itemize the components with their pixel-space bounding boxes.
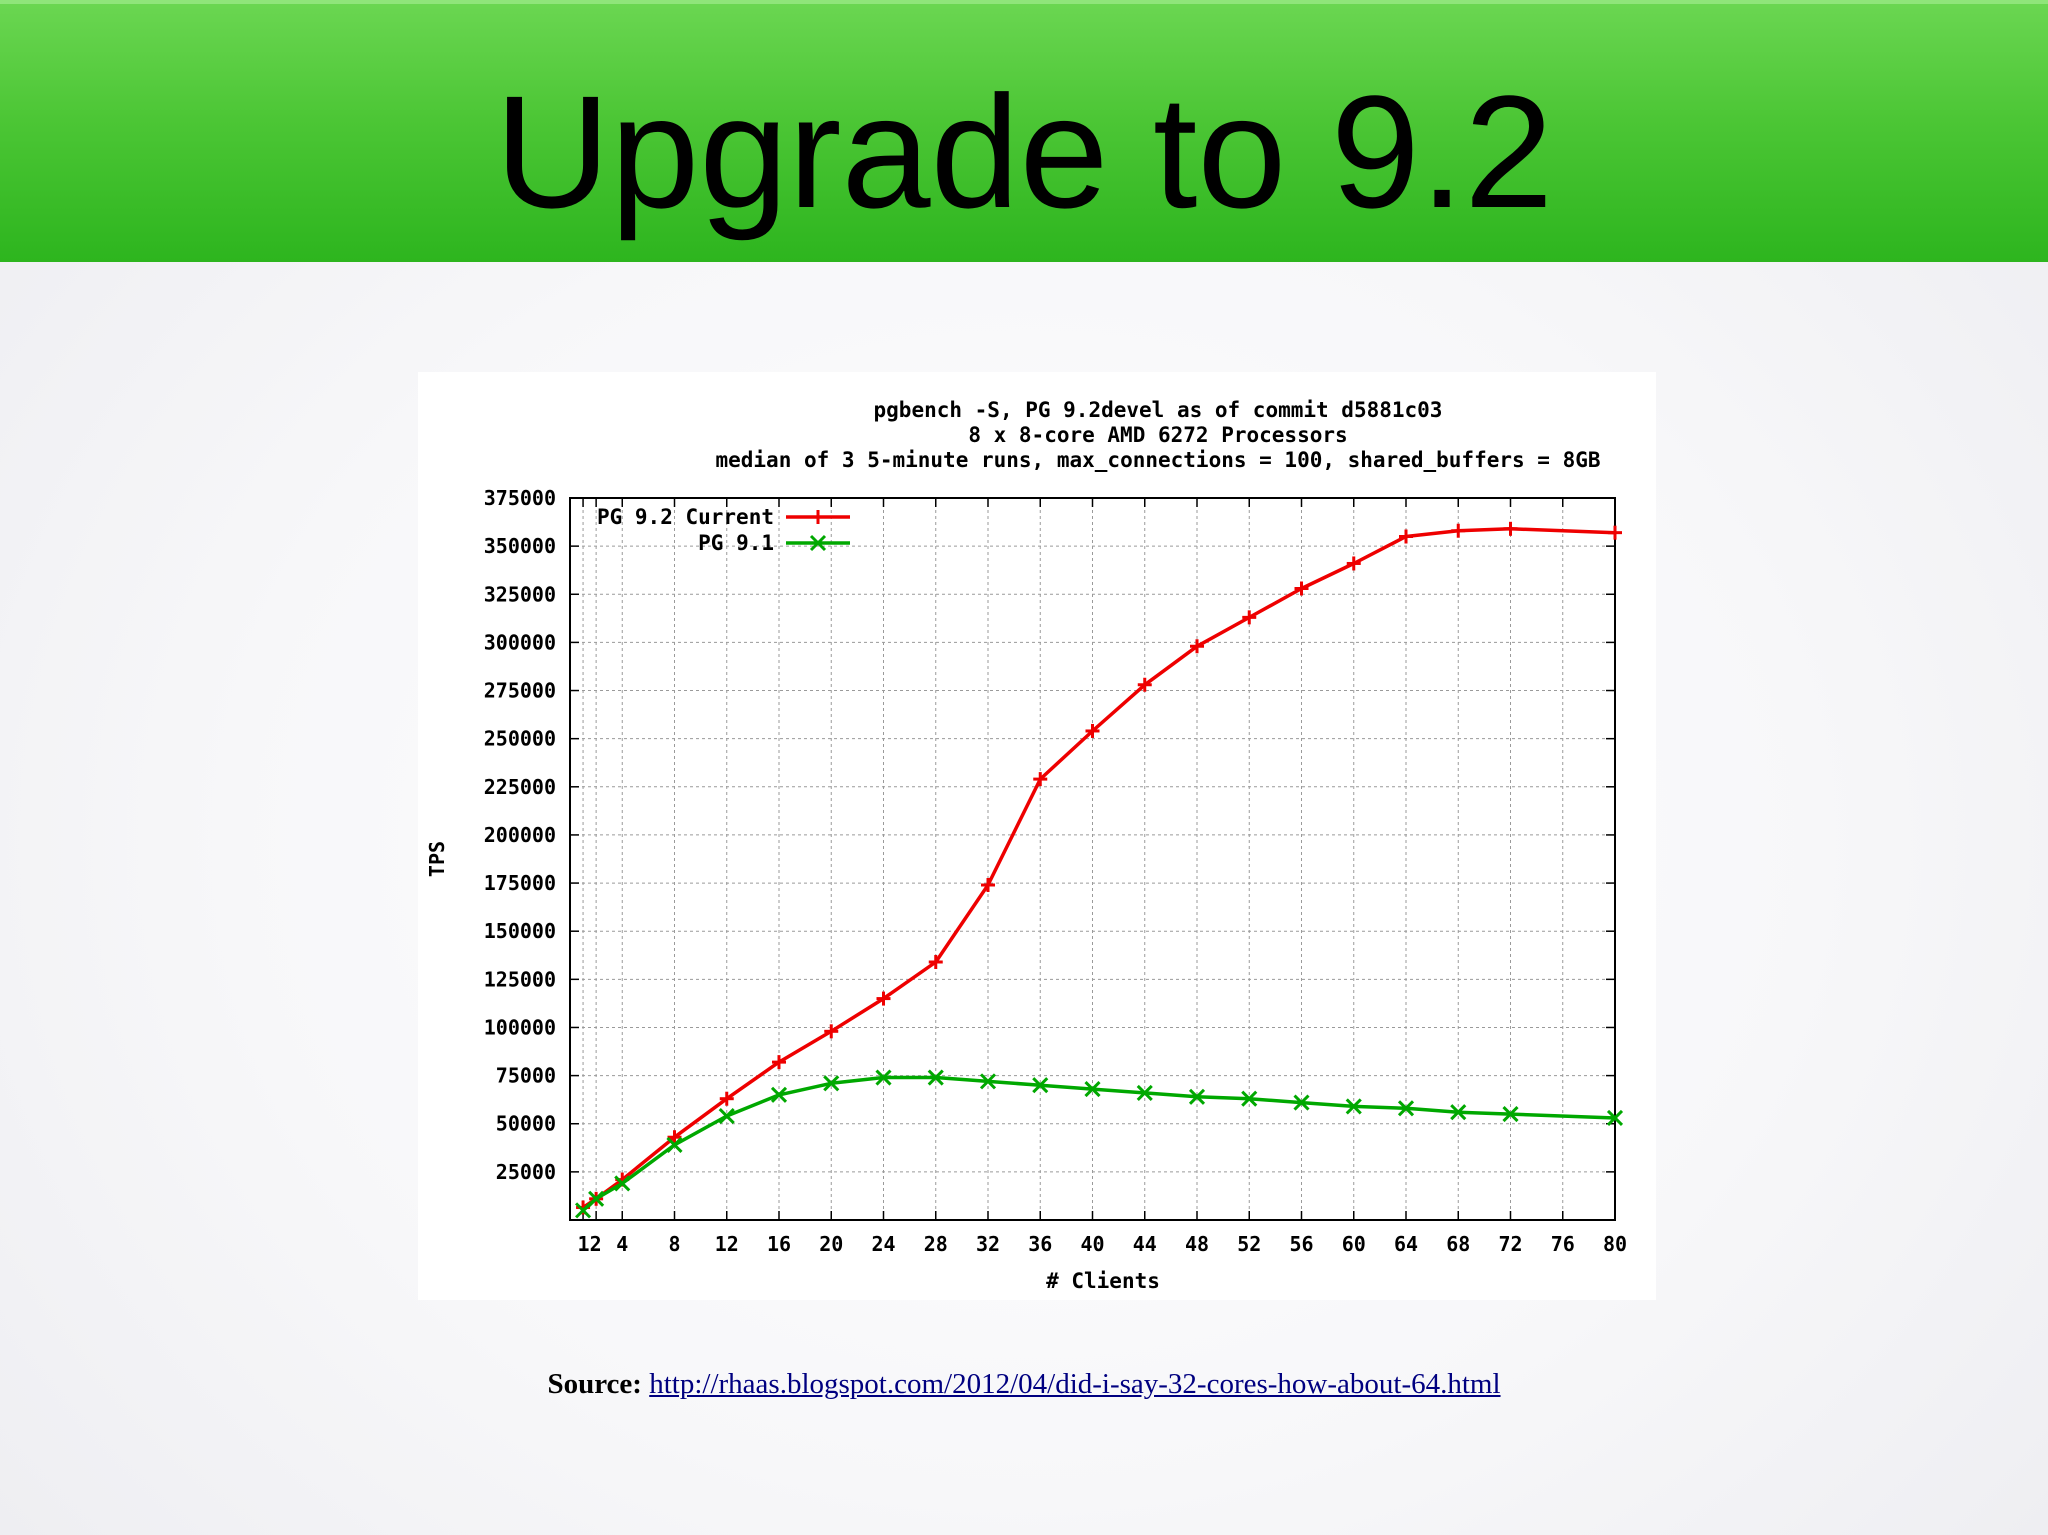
data-point-pg91 xyxy=(1502,1106,1519,1123)
x-axis-label: # Clients xyxy=(1046,1269,1160,1293)
x-tick-label: 28 xyxy=(924,1232,948,1256)
y-tick-label: 250000 xyxy=(484,727,556,751)
y-tick-label: 100000 xyxy=(484,1015,556,1039)
source-label: Source: xyxy=(547,1368,642,1400)
x-tick-label: 72 xyxy=(1498,1232,1522,1256)
x-tick-label: 52 xyxy=(1237,1232,1261,1256)
chart-title-line-1: pgbench -S, PG 9.2devel as of commit d58… xyxy=(874,398,1443,422)
y-tick-label: 275000 xyxy=(484,679,556,703)
data-point-pg91 xyxy=(823,1075,840,1092)
x-tick-label: 80 xyxy=(1603,1232,1627,1256)
x-tick-label: 36 xyxy=(1028,1232,1052,1256)
data-point-pg91 xyxy=(927,1069,944,1086)
x-tick-label: 8 xyxy=(668,1232,680,1256)
data-point-pg91 xyxy=(1606,1109,1624,1127)
y-tick-label: 375000 xyxy=(484,486,556,510)
y-tick-label: 150000 xyxy=(484,919,556,943)
data-point-pg91 xyxy=(718,1107,735,1125)
y-tick-label: 25000 xyxy=(496,1160,556,1184)
x-tick-label: 60 xyxy=(1342,1232,1366,1256)
data-point-pg91 xyxy=(1397,1100,1415,1117)
y-tick-label: 175000 xyxy=(484,871,556,895)
y-tick-label: 325000 xyxy=(484,582,556,606)
x-tick-label: 4 xyxy=(616,1232,628,1256)
data-point-pg91 xyxy=(666,1136,683,1153)
data-point-pg91 xyxy=(614,1175,631,1192)
x-tick-label: 16 xyxy=(767,1232,791,1256)
chart-title-line-3: median of 3 5-minute runs, max_connectio… xyxy=(715,448,1600,472)
data-point-pg91 xyxy=(1241,1090,1258,1107)
x-tick-label: 32 xyxy=(976,1232,1000,1256)
x-tick-label: 48 xyxy=(1185,1232,1209,1256)
x-tick-label: 64 xyxy=(1394,1232,1418,1256)
y-tick-label: 50000 xyxy=(496,1112,556,1136)
y-tick-label: 225000 xyxy=(484,775,556,799)
y-tick-label: 75000 xyxy=(496,1064,556,1088)
data-point-pg91 xyxy=(588,1190,605,1207)
y-tick-label: 200000 xyxy=(484,823,556,847)
data-point-pg91 xyxy=(770,1086,788,1103)
legend-label-pg91: PG 9.1 xyxy=(698,531,774,555)
data-point-pg91 xyxy=(1293,1094,1310,1111)
source-link[interactable]: http://rhaas.blogspot.com/2012/04/did-i-… xyxy=(649,1368,1501,1400)
data-point-pg91 xyxy=(979,1073,997,1090)
x-tick-label: 56 xyxy=(1289,1232,1313,1256)
x-tick-label: 68 xyxy=(1446,1232,1470,1256)
slide-title: Upgrade to 9.2 xyxy=(494,62,1554,241)
x-tick-label: 12 xyxy=(715,1232,739,1256)
data-point-pg91 xyxy=(1032,1077,1049,1094)
y-axis-label: TPS xyxy=(425,841,449,877)
data-point-pg91 xyxy=(1084,1081,1101,1098)
legend-label-pg92: PG 9.2 Current xyxy=(597,505,774,529)
chart-title-line-2: 8 x 8-core AMD 6272 Processors xyxy=(968,423,1347,447)
data-point-pg91 xyxy=(1136,1084,1153,1101)
data-point-pg91 xyxy=(1345,1098,1362,1115)
y-tick-label: 300000 xyxy=(484,630,556,654)
series-line-pg91 xyxy=(581,1075,1616,1212)
x-tick-label: 44 xyxy=(1133,1232,1157,1256)
chart-image: pgbench -S, PG 9.2devel as of commit d58… xyxy=(418,372,1656,1300)
source-citation: Source: http://rhaas.blogspot.com/2012/0… xyxy=(0,1368,2048,1401)
x-tick-label: 24 xyxy=(871,1232,895,1256)
data-point-pg91 xyxy=(1188,1088,1206,1105)
series-line-pg92 xyxy=(582,527,1616,1209)
y-tick-label: 350000 xyxy=(484,534,556,558)
data-point-pg91 xyxy=(875,1069,892,1086)
x-tick-label: 20 xyxy=(819,1232,843,1256)
x-tick-label: 40 xyxy=(1080,1232,1104,1256)
x-tick-label: 12 xyxy=(578,1232,602,1256)
data-point-pg91 xyxy=(575,1202,592,1219)
data-point-pg91 xyxy=(1450,1104,1467,1121)
slide-header: Upgrade to 9.2 xyxy=(0,0,2048,262)
legend-marker-pg91 xyxy=(809,534,827,552)
y-tick-label: 125000 xyxy=(484,967,556,991)
x-tick-label: 76 xyxy=(1551,1232,1575,1256)
tps-line-chart: pgbench -S, PG 9.2devel as of commit d58… xyxy=(425,398,1627,1293)
